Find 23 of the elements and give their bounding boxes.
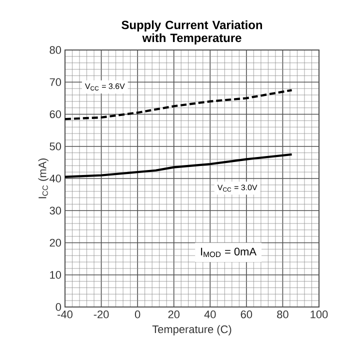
- x-axis-title: Temperature (C): [152, 325, 232, 336]
- x-tick-label: -40: [58, 310, 72, 318]
- line-series: [65, 89, 293, 120]
- annotation: I$_{MOD}$ = 0mA: [201, 248, 256, 258]
- y-tick-label: 30: [50, 206, 62, 215]
- y-tick-label: 0: [56, 303, 62, 311]
- x-tick-label: 0: [134, 310, 140, 318]
- x-tick-label: 20: [168, 310, 180, 318]
- y-tick-label: 50: [50, 142, 62, 150]
- y-tick-label: 20: [50, 238, 62, 247]
- chart-title: Supply Current Variation with Temperature: [122, 20, 262, 45]
- x-tick-label: 60: [240, 310, 252, 318]
- y-tick-label: 10: [50, 271, 62, 279]
- y-tick-label: 80: [50, 46, 62, 54]
- y-tick-label: 40: [50, 174, 62, 182]
- y-tick-label: 70: [50, 78, 62, 86]
- x-tick-label: 100: [310, 310, 328, 318]
- x-tick-label: -20: [94, 310, 109, 318]
- y-tick-label: 60: [50, 110, 62, 118]
- x-tick-label: 80: [277, 310, 288, 318]
- line-series: [65, 153, 293, 178]
- x-tick-label: 40: [204, 310, 216, 318]
- y-axis-title: I$_{CC}$ (mA): [38, 158, 48, 198]
